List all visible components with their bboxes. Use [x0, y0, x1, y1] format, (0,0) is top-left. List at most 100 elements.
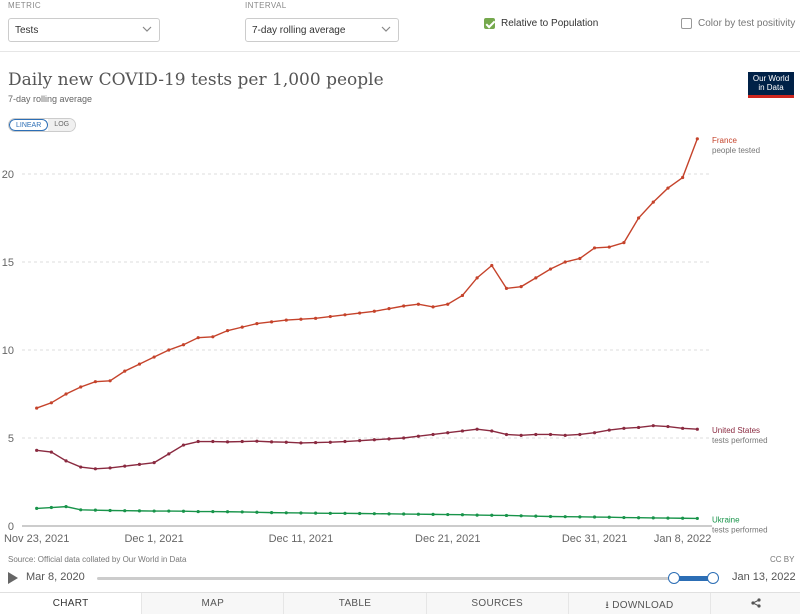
data-point[interactable]	[35, 406, 39, 410]
data-point[interactable]	[123, 464, 127, 468]
data-point[interactable]	[681, 516, 685, 520]
data-point[interactable]	[343, 511, 347, 515]
data-point[interactable]	[475, 276, 479, 280]
data-point[interactable]	[35, 506, 39, 510]
data-point[interactable]	[519, 433, 523, 437]
data-point[interactable]	[240, 510, 244, 514]
scale-log-button[interactable]: LOG	[48, 119, 76, 131]
data-point[interactable]	[475, 513, 479, 517]
series-label[interactable]: United States	[712, 426, 760, 435]
data-point[interactable]	[211, 439, 215, 444]
checkbox-unchecked-icon[interactable]	[681, 18, 692, 29]
data-point[interactable]	[416, 512, 420, 516]
data-point[interactable]	[519, 285, 523, 289]
series-line[interactable]	[36, 424, 698, 470]
series-france[interactable]	[35, 137, 699, 410]
color-by-positivity-checkbox[interactable]: Color by test positivity	[681, 18, 795, 29]
interval-select[interactable]: 7-day rolling average	[245, 18, 399, 42]
data-point[interactable]	[255, 510, 259, 514]
tab-sources[interactable]: SOURCES	[425, 593, 568, 614]
data-point[interactable]	[519, 514, 523, 518]
data-point[interactable]	[167, 509, 171, 513]
data-point[interactable]	[636, 516, 641, 520]
data-point[interactable]	[49, 401, 53, 405]
data-point[interactable]	[49, 505, 53, 510]
data-point[interactable]	[534, 276, 538, 280]
data-point[interactable]	[578, 256, 582, 261]
series-line[interactable]	[36, 138, 698, 409]
data-point[interactable]	[152, 509, 156, 513]
data-point[interactable]	[196, 336, 200, 340]
data-point[interactable]	[695, 516, 699, 521]
data-point[interactable]	[460, 429, 465, 433]
data-point[interactable]	[284, 440, 288, 444]
data-point[interactable]	[137, 509, 142, 513]
data-point[interactable]	[328, 440, 332, 444]
data-point[interactable]	[358, 511, 362, 516]
data-point[interactable]	[35, 448, 39, 452]
data-point[interactable]	[446, 302, 450, 306]
data-point[interactable]	[622, 426, 626, 430]
data-point[interactable]	[475, 427, 479, 431]
data-point[interactable]	[269, 511, 274, 515]
data-point[interactable]	[64, 459, 68, 463]
series-label[interactable]: Ukraine	[712, 515, 740, 524]
data-point[interactable]	[181, 509, 186, 513]
data-point[interactable]	[402, 304, 406, 308]
data-point[interactable]	[534, 514, 538, 518]
data-point[interactable]	[666, 186, 670, 190]
data-point[interactable]	[431, 432, 435, 437]
data-point[interactable]	[284, 511, 288, 515]
tab-chart[interactable]: CHART	[0, 593, 142, 614]
data-point[interactable]	[431, 512, 435, 516]
play-icon[interactable]	[8, 572, 18, 584]
data-point[interactable]	[460, 293, 465, 298]
tab-map[interactable]: MAP	[141, 593, 284, 614]
data-point[interactable]	[651, 424, 655, 428]
data-point[interactable]	[152, 355, 156, 359]
data-point[interactable]	[563, 515, 567, 519]
data-point[interactable]	[431, 305, 435, 309]
data-point[interactable]	[225, 440, 230, 444]
timeline-start-handle[interactable]	[667, 572, 680, 584]
data-point[interactable]	[137, 462, 142, 466]
data-point[interactable]	[225, 329, 230, 333]
data-point[interactable]	[181, 343, 186, 347]
data-point[interactable]	[548, 514, 553, 519]
data-point[interactable]	[490, 429, 494, 433]
share-button[interactable]	[710, 593, 800, 614]
data-point[interactable]	[181, 443, 186, 447]
series-label[interactable]: France	[712, 136, 737, 145]
data-point[interactable]	[299, 511, 303, 515]
data-point[interactable]	[695, 427, 699, 431]
data-point[interactable]	[446, 512, 450, 517]
data-point[interactable]	[64, 505, 68, 509]
data-point[interactable]	[269, 320, 274, 324]
data-point[interactable]	[372, 438, 376, 442]
series-united-states[interactable]	[35, 424, 699, 471]
data-point[interactable]	[314, 316, 318, 320]
data-point[interactable]	[196, 509, 200, 514]
data-point[interactable]	[211, 335, 215, 339]
data-point[interactable]	[592, 431, 597, 435]
source-note[interactable]: Source: Official data collated by Our Wo…	[8, 555, 187, 564]
tab-download[interactable]: ⭳ DOWNLOAD	[567, 593, 711, 614]
data-point[interactable]	[343, 313, 347, 317]
data-point[interactable]	[490, 513, 494, 517]
data-point[interactable]	[387, 437, 391, 441]
data-point[interactable]	[592, 515, 597, 519]
data-point[interactable]	[343, 439, 347, 444]
data-point[interactable]	[592, 246, 597, 250]
data-point[interactable]	[314, 511, 318, 515]
data-point[interactable]	[137, 362, 142, 366]
data-point[interactable]	[79, 465, 83, 469]
data-point[interactable]	[651, 200, 655, 204]
data-point[interactable]	[651, 516, 655, 520]
data-point[interactable]	[93, 467, 98, 471]
data-point[interactable]	[299, 317, 303, 321]
data-point[interactable]	[563, 260, 567, 264]
data-point[interactable]	[299, 441, 303, 445]
data-point[interactable]	[446, 431, 450, 435]
data-point[interactable]	[167, 348, 171, 352]
data-point[interactable]	[563, 433, 567, 437]
